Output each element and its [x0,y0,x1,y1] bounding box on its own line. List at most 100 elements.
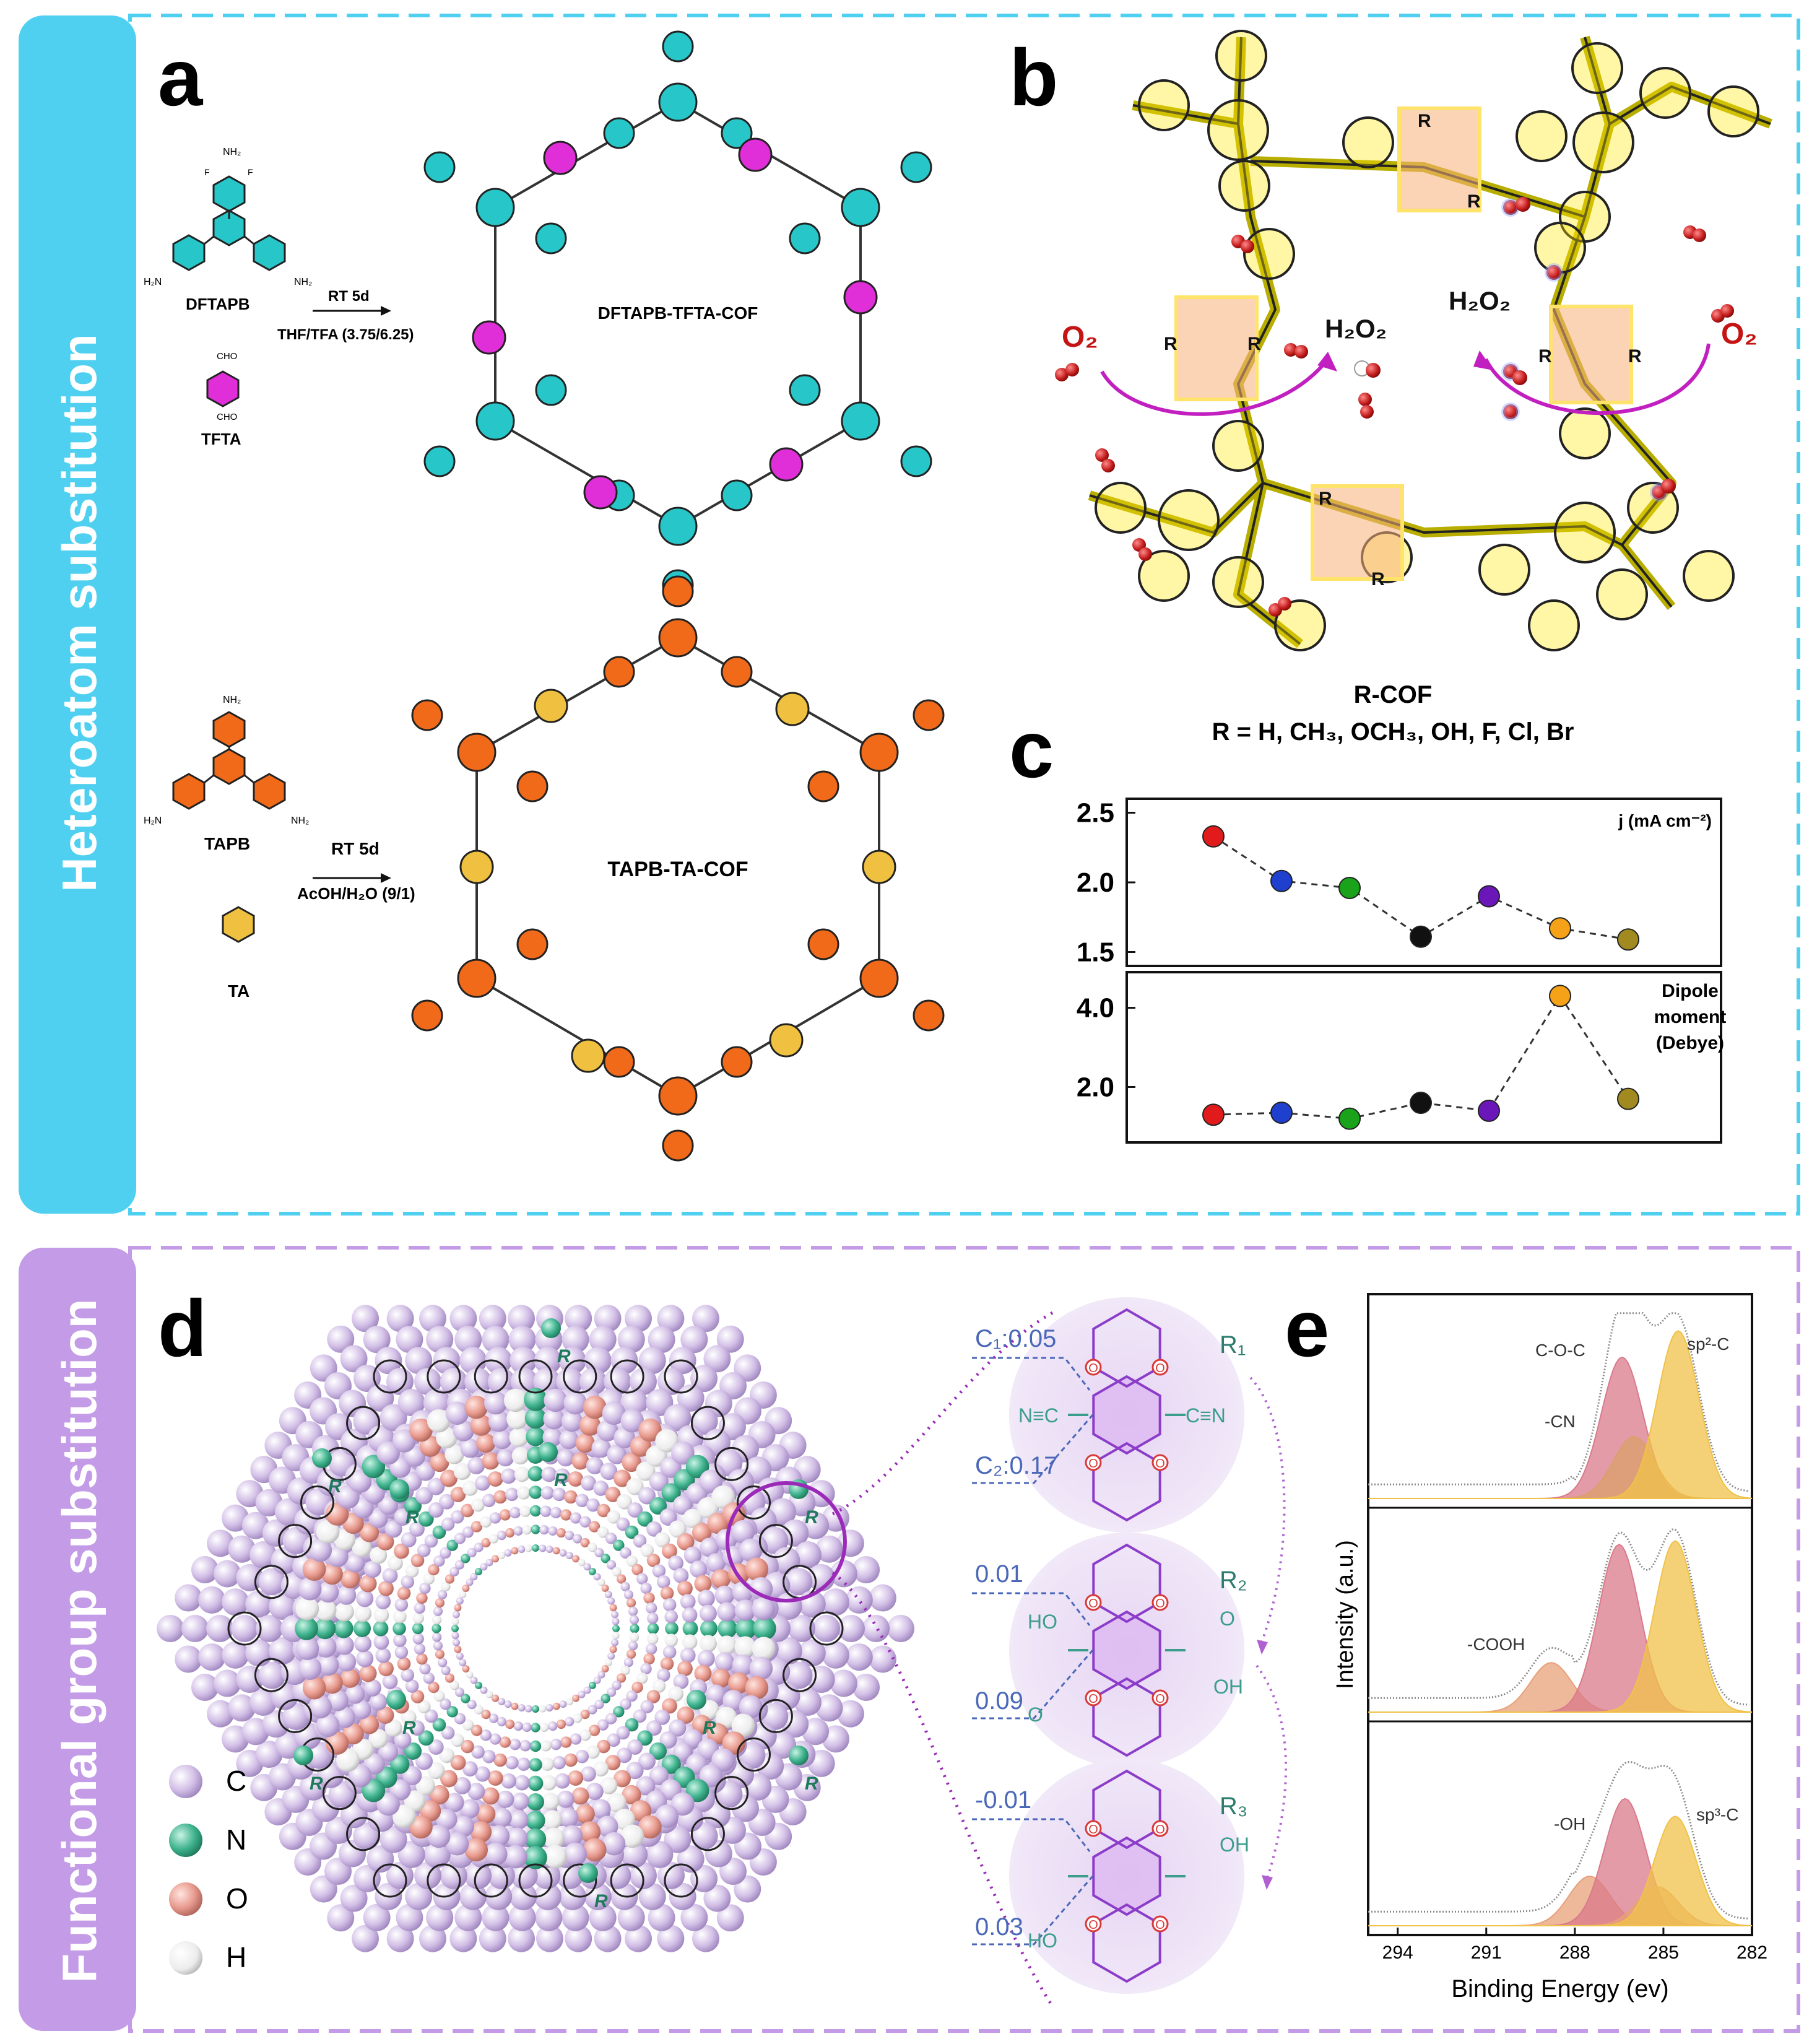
atom-o [728,1672,750,1694]
atom-c [497,1531,506,1541]
atom-c [382,1568,398,1583]
inset-val2-1: 0.09 [975,1687,1023,1715]
xps-ylabel: Intensity (a.u.) [1332,1540,1358,1689]
atom-n [353,1620,371,1637]
atom-h [579,1729,591,1741]
atom-n [432,1525,446,1539]
atom-o [677,1580,693,1596]
atom-c [673,1568,689,1583]
atom-h [600,1777,618,1794]
xps-xticklabel-0: 294 [1382,1942,1413,1963]
atom-c [419,1663,431,1675]
atom-h [471,1498,485,1512]
atom-h [503,1388,527,1412]
atom-h [514,1466,530,1482]
atom-c [258,1568,286,1596]
atom-c [659,1731,677,1749]
atom-o [579,1414,601,1436]
atom-h [604,1658,612,1666]
atom-o [711,1668,731,1688]
atom-c [489,1733,501,1745]
atom-c [542,1427,562,1447]
atom-c [612,1681,622,1690]
atom-c [620,1547,631,1559]
atom-c [680,1326,708,1354]
inset-o-label-0-2: O [1088,1457,1098,1471]
atom-o [631,1563,643,1576]
atom-h [522,1525,532,1535]
xps-envelope-2 [1368,1761,1750,1920]
chart-c-point-0-3 [1410,925,1432,948]
atom-c [485,1559,493,1567]
atom-c [647,1612,659,1624]
chart-c-point-1-0 [1202,1103,1225,1126]
atom-h [417,1700,431,1713]
atom-c [394,1598,409,1612]
atom-c [445,1401,469,1425]
linker-ring [714,1446,749,1481]
atom-o [321,1672,343,1694]
atom-c [418,1924,446,1952]
atom-c [424,1534,438,1548]
atom-c [524,1705,532,1713]
atom-h [542,1792,560,1810]
atom-o [511,1702,519,1710]
atom-c [409,1521,425,1537]
atom-c [562,1326,589,1354]
atom-c [348,1469,372,1493]
atom-o [376,1533,394,1550]
atom-h [427,1762,445,1780]
atom-c [488,1825,510,1847]
atom-c [405,1679,419,1693]
atom-n [418,1511,434,1527]
atom-c [470,1676,478,1684]
inset-leader2-2 [972,1876,1094,1946]
atom-c [739,1695,763,1719]
atom-c [508,1924,536,1952]
atom-c [616,1726,630,1740]
atom-c [556,1368,584,1396]
inset-dioxane-top-0 [1092,1308,1161,1388]
atom-c [492,1807,512,1827]
atom-c [570,1512,582,1524]
atom-c [345,1684,365,1704]
inset-leader2-0 [972,1414,1094,1484]
atom-c [298,1576,322,1601]
atom-c [456,1597,464,1605]
atom-n [461,1554,471,1563]
r-box-top [1397,107,1481,212]
atom-c [392,1429,416,1453]
xps-label-sp3: sp³-C [1696,1805,1738,1824]
atom-h [597,1526,609,1538]
atom-c [479,1924,506,1952]
atom-h [519,1505,531,1517]
atom-c [503,1845,527,1869]
atom-c [656,1668,670,1682]
atom-c [589,1903,617,1931]
r-label-3: R [1164,334,1177,354]
linker-ring [690,1817,725,1851]
atom-c [393,1633,407,1647]
atom-n [718,1619,737,1638]
atom-c [427,1477,445,1495]
o2-label-right: O₂ [1721,318,1758,350]
atom-o [481,1537,491,1548]
rxn1-line1: RT 5d [328,288,370,305]
atom-c [454,1713,466,1724]
atom-c [415,1461,435,1481]
rcof-caption: R-COF [1354,681,1433,708]
atom-h [539,1722,549,1732]
atom-c [423,1672,435,1684]
inset-o-label-1-3: O [1155,1692,1165,1706]
atom-h [636,1461,656,1481]
xps-xticklabel-4: 282 [1737,1942,1767,1963]
atom-h [517,1486,531,1500]
atom-c [699,1604,717,1622]
section-bottom-frame [128,1246,1800,2033]
atom-o [556,1719,566,1729]
atom-o [435,1649,445,1659]
atom-h [614,1808,635,1830]
linker-ring [227,1611,262,1646]
atom-h [731,1713,755,1737]
atom-c [645,1602,657,1614]
